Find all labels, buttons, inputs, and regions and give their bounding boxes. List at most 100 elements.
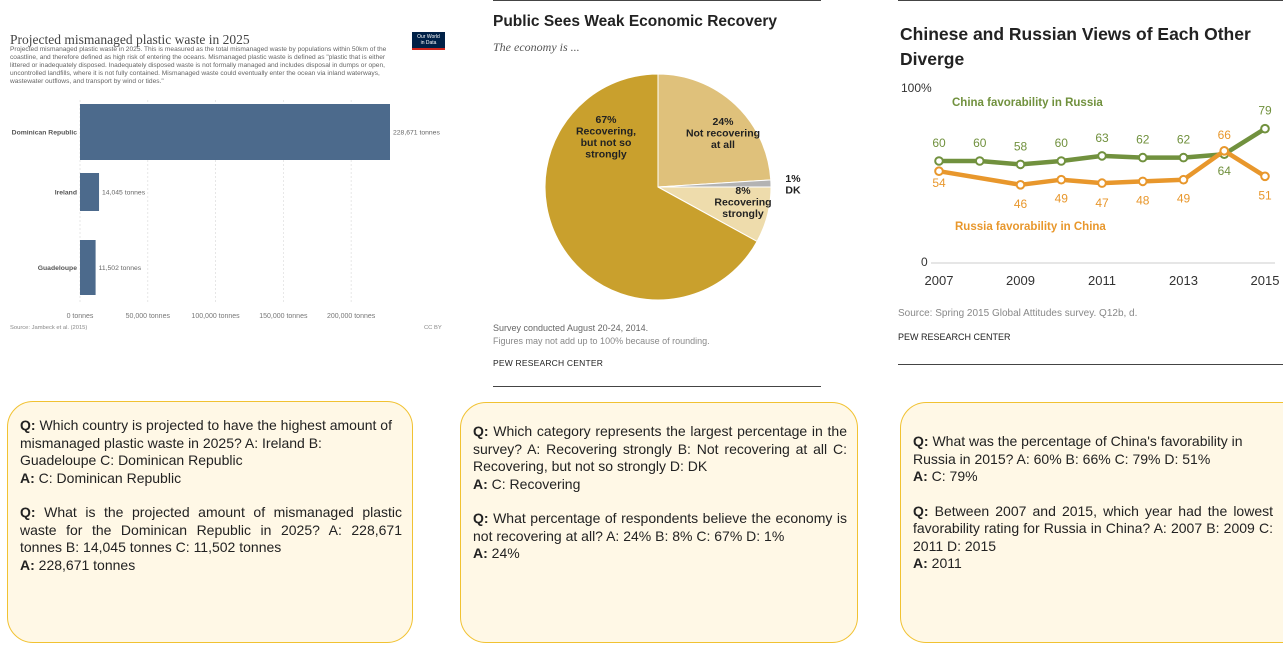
data-point [1260,171,1270,182]
x-tick-label: 50,000 tonnes [126,313,171,320]
value-label: 14,045 tonnes [102,190,146,197]
bar [80,173,100,211]
top-divider [898,0,1283,1]
x-tick-label: 2015 [1251,273,1280,288]
top-divider [493,0,821,1]
data-label: 60 [932,136,946,150]
x-tick-label: 2013 [1169,273,1198,288]
answer-text: C: 79% [931,468,978,484]
data-point [1260,123,1270,134]
answer: A: C: Dominican Republic [20,470,402,488]
pew-brand: PEW RESEARCH CENTER [898,332,1011,342]
question-text: What was the percentage of China's favor… [913,433,1243,467]
data-label: 54 [932,176,946,190]
bar [80,104,390,160]
slice-label: 1% DK [785,173,801,197]
category-label: Ireland [55,190,77,197]
category-label: Guadeloupe [38,265,77,272]
answer-tag: A: [20,556,35,573]
qa-pair: Q: Which country is projected to have th… [20,417,402,487]
slice-label-line: 8% [735,185,751,197]
data-point [934,156,944,166]
value-label: 228,671 tonnes [393,130,440,137]
data-point [1015,180,1026,190]
data-label: 66 [1218,128,1232,142]
qa-pair: Q: Which category represents the largest… [473,423,847,493]
qa-box: Q: Which category represents the largest… [460,402,858,643]
slice-label-line: 24% [712,116,734,128]
chart-title: Chinese and Russian Views of Each Other … [900,24,1251,69]
answer-tag: A: [913,468,928,484]
data-label: 60 [1055,136,1069,150]
question-tag: Q: [913,502,929,519]
slice-label-line: 1% [785,173,801,185]
data-label: 49 [1055,192,1069,206]
slice-label-line: 67% [595,114,617,126]
answer: A: 2011 [913,555,1273,573]
data-point [1219,146,1230,156]
bottom-divider [898,364,1283,365]
data-point [1015,159,1026,170]
qa-pair: Q: Between 2007 and 2015, which year had… [913,503,1273,573]
slice-label-line: Recovering, [576,126,636,138]
slice-label: 67% Recovering, but not so strongly [576,114,636,161]
economy-pie-chart: 24% Not recovering at all 1% DK 8% Recovering s… [544,73,801,301]
x-tick-label: 150,000 tonnes [259,313,308,320]
bottom-divider [493,386,821,387]
slice-label: 24% Not recovering at all [686,116,760,151]
chart-title: Public Sees Weak Economic Recovery [493,13,778,30]
question-text: Which country is projected to have the h… [20,417,392,468]
data-label: 51 [1258,188,1272,202]
answer: A: 24% [473,545,847,563]
qa-box: Q: Which country is projected to have th… [7,401,413,643]
x-tick-label: 100,000 tonnes [191,313,240,320]
chart-subtitle: The economy is ... [493,40,580,54]
plastic-waste-chart-panel: Projected mismanaged plastic waste in 20… [0,0,452,345]
slice-label-line: Recovering [714,197,771,209]
question-text: Which category represents the largest pe… [473,423,847,474]
data-point [1097,178,1107,188]
answer-text: C: Recovering [491,475,581,492]
x-tick-label: 0 tonnes [67,313,94,320]
data-label: 63 [1095,131,1109,145]
question: Q: Between 2007 and 2015, which year had… [913,503,1273,556]
data-point [1178,174,1189,185]
answer-text: C: Dominican Republic [38,469,182,486]
question-tag: Q: [473,423,489,439]
license-label: CC BY [424,325,442,331]
data-point [934,166,944,176]
chart-source: Source: Jambeck et al. (2015) [10,325,88,331]
answer-tag: A: [20,469,35,486]
data-label: 79 [1258,104,1272,118]
series-line [938,148,1267,188]
question: Q: What percentage of respondents believ… [473,510,847,545]
pie-slice [657,73,772,188]
data-point [974,156,985,166]
y-tick-label: 0 [921,255,928,269]
series-label: China favorability in Russia [952,97,1103,109]
survey-note: Survey conducted August 20-24, 2014. [493,323,649,333]
data-point [1056,156,1067,166]
plastic-waste-bar-chart: 0 tonnes 50,000 tonnes 100,000 tonnes 150,0… [12,100,440,320]
qa-pair: Q: What is the projected amount of misma… [20,504,402,574]
chart-source: Source: Spring 2015 Global Attitudes sur… [898,308,1138,319]
data-label: 48 [1136,193,1150,207]
data-label: 62 [1136,133,1150,147]
qa-box: Q: What was the percentage of China's fa… [900,402,1283,643]
chart-subtitle: Projected mismanaged plastic waste in 20… [10,46,387,86]
category-label: Dominican Republic [12,130,78,137]
question: Q: Which category represents the largest… [473,423,847,476]
x-tick-label: 2007 [925,273,954,288]
answer-tag: A: [473,545,488,561]
question-text: What percentage of respondents believe t… [473,510,847,544]
data-label: 47 [1095,196,1109,210]
logo-line-1: Our World [417,34,440,40]
answer-tag: A: [913,555,928,571]
question-text: What is the projected amount of mismanag… [20,504,403,555]
logo-line-2: in Data [420,40,437,46]
question-text: Between 2007 and 2015, which year had th… [913,502,1274,554]
answer-text: 24% [491,545,520,561]
rounding-note: Figures may not add up to 100% because o… [493,336,710,346]
value-label: 11,502 tonnes [99,265,142,272]
slice-label: 8% Recovering strongly [714,185,771,220]
